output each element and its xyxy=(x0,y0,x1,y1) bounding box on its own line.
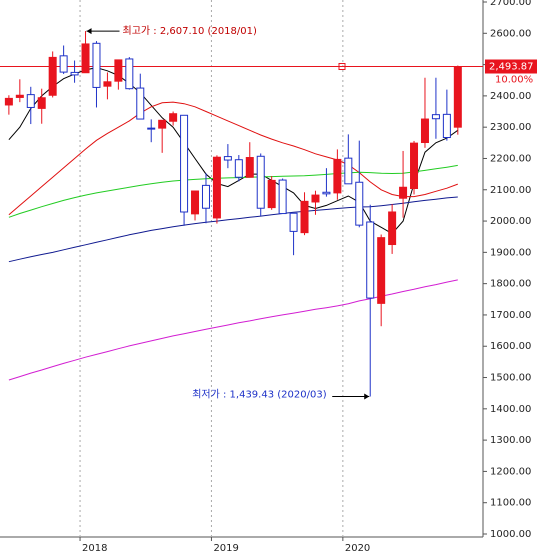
last-price-box xyxy=(485,59,537,74)
annotation-arrowhead xyxy=(86,28,92,35)
candle-body xyxy=(15,94,24,98)
candle-body xyxy=(201,184,210,209)
candle-body xyxy=(70,71,79,76)
candle-body xyxy=(399,186,408,199)
y-tick-label: 1300.00 xyxy=(490,435,531,446)
x-tick-label: 2020 xyxy=(345,543,370,554)
candle-body xyxy=(377,237,386,304)
y-tick-label: 2700.00 xyxy=(490,0,531,8)
y-tick-label: 1100.00 xyxy=(490,498,531,509)
candle-body xyxy=(212,156,221,219)
candle-body xyxy=(245,157,254,178)
y-tick-label: 1200.00 xyxy=(490,466,531,477)
candle-body xyxy=(256,155,265,209)
moving-average-line xyxy=(8,101,458,216)
last-price-label: 2,493.87 xyxy=(489,62,534,73)
candle-body xyxy=(420,118,429,144)
change-label: 10.00% xyxy=(495,75,533,86)
y-tick-label: 2100.00 xyxy=(490,185,531,196)
annotation-label: 최저가 : 1,439.43 (2020/03) xyxy=(192,388,326,400)
candle-body xyxy=(344,157,353,185)
candle-body xyxy=(388,211,397,246)
candle-body xyxy=(37,97,46,109)
candle-body xyxy=(26,94,35,108)
candle-body xyxy=(311,194,320,203)
candle-body xyxy=(48,56,57,96)
candle-body xyxy=(322,191,331,195)
candle-body xyxy=(453,66,462,128)
candle-body xyxy=(267,179,276,209)
candle-body xyxy=(180,114,189,213)
candle-body xyxy=(81,43,90,74)
candle-body xyxy=(234,159,243,178)
candle-body xyxy=(59,55,68,73)
candle-body xyxy=(278,179,287,215)
candle-body xyxy=(114,59,123,82)
y-tick-label: 1800.00 xyxy=(490,279,531,290)
candle-body xyxy=(333,158,342,194)
y-tick-label: 1400.00 xyxy=(490,404,531,415)
candle-body xyxy=(289,212,298,232)
y-tick-label: 1500.00 xyxy=(490,373,531,384)
candle-body xyxy=(410,142,419,190)
moving-average-line xyxy=(8,196,458,263)
x-tick-label: 2018 xyxy=(82,543,107,554)
y-tick-label: 1000.00 xyxy=(490,529,531,540)
y-tick-label: 2000.00 xyxy=(490,216,531,227)
last-price-marker xyxy=(338,63,346,71)
y-tick-label: 1600.00 xyxy=(490,341,531,352)
x-tick-label: 2019 xyxy=(213,543,238,554)
candle-body xyxy=(147,127,156,130)
candle-body xyxy=(136,87,145,120)
moving-average-line xyxy=(8,164,458,218)
candle-body xyxy=(169,113,178,122)
candle-body xyxy=(4,97,13,106)
annotation-arrowhead xyxy=(364,393,370,400)
candle-body xyxy=(92,42,101,88)
candle-body xyxy=(191,190,200,215)
candle-body xyxy=(300,200,309,234)
y-tick-label: 2300.00 xyxy=(490,122,531,133)
y-tick-label: 1700.00 xyxy=(490,310,531,321)
candle-body xyxy=(442,113,451,139)
y-tick-label: 2400.00 xyxy=(490,91,531,102)
candle-body xyxy=(103,81,112,87)
annotation-label: 최고가 : 2,607.10 (2018/01) xyxy=(123,25,257,37)
y-tick-label: 2200.00 xyxy=(490,153,531,164)
candle-body xyxy=(431,114,440,120)
candle-body xyxy=(355,181,364,226)
y-tick-label: 1900.00 xyxy=(490,247,531,258)
candle-body xyxy=(223,156,232,161)
candle-body xyxy=(158,119,167,129)
candle-body xyxy=(125,58,134,90)
y-tick-label: 2600.00 xyxy=(490,28,531,39)
candle-body xyxy=(366,221,375,299)
